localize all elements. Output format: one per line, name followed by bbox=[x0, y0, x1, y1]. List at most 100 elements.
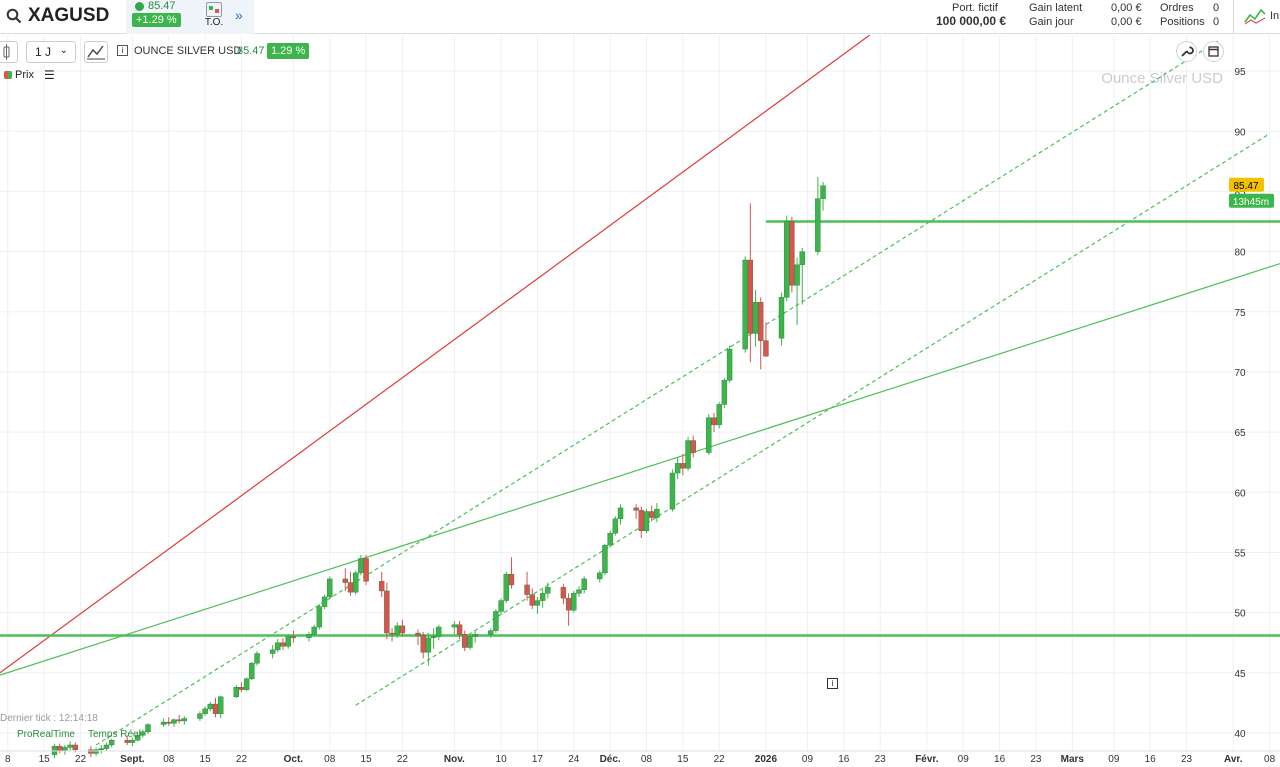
x-tick-label: 22 bbox=[236, 754, 248, 765]
header-change-badge: +1.29 % bbox=[132, 13, 181, 27]
candle-body bbox=[576, 589, 582, 594]
candle bbox=[638, 506, 644, 539]
candle bbox=[306, 631, 312, 642]
symbol-title[interactable]: XAGUSD bbox=[28, 5, 110, 26]
instrument-price: 85.47 bbox=[237, 45, 265, 57]
candle bbox=[399, 619, 406, 637]
candle-body bbox=[612, 518, 619, 534]
timeframe-select[interactable]: 1 J ⌄ bbox=[26, 41, 76, 63]
candle-body bbox=[207, 703, 214, 710]
candle bbox=[711, 412, 717, 433]
info-icon[interactable]: i bbox=[117, 45, 128, 56]
candle-body bbox=[415, 632, 421, 636]
candle bbox=[763, 322, 769, 357]
candle-body bbox=[384, 590, 390, 634]
candle-body bbox=[643, 511, 650, 531]
candle-body bbox=[581, 578, 587, 590]
candle-body bbox=[134, 735, 141, 741]
candle bbox=[254, 651, 260, 666]
candle bbox=[799, 247, 805, 305]
quote-box: 85.47 +1.29 % bbox=[126, 0, 254, 34]
expand-icon[interactable]: » bbox=[235, 7, 243, 23]
candle-body bbox=[493, 611, 499, 631]
y-tick-label: 70 bbox=[1234, 368, 1246, 379]
candle-body bbox=[467, 636, 473, 648]
candle-body bbox=[145, 724, 151, 732]
candle bbox=[576, 586, 582, 597]
candle bbox=[602, 544, 608, 576]
chart-type-button[interactable] bbox=[84, 41, 108, 63]
candle bbox=[275, 639, 281, 653]
candle bbox=[103, 742, 110, 751]
candle bbox=[166, 717, 172, 726]
candle bbox=[529, 588, 535, 610]
timer-tag-label: 13h45m bbox=[1233, 197, 1269, 208]
candle-body bbox=[378, 581, 385, 592]
candle-body bbox=[820, 185, 826, 199]
candle-body bbox=[545, 587, 551, 594]
candle-body bbox=[674, 463, 681, 474]
candle-body bbox=[430, 636, 437, 639]
price-legend-swatch bbox=[4, 71, 12, 79]
wrench-button[interactable] bbox=[1176, 41, 1197, 62]
indicator-icon[interactable] bbox=[1244, 6, 1266, 31]
calendar-button[interactable] bbox=[1203, 41, 1224, 62]
list-icon[interactable]: ☰ bbox=[44, 68, 55, 82]
candle-body bbox=[508, 573, 515, 586]
candle-body bbox=[316, 606, 323, 628]
candle bbox=[560, 583, 567, 605]
event-info-icon[interactable]: i bbox=[827, 678, 838, 689]
candle bbox=[597, 570, 603, 583]
price-tag bbox=[1229, 177, 1264, 192]
candle bbox=[789, 216, 795, 293]
candle bbox=[280, 637, 286, 650]
candle bbox=[269, 645, 276, 659]
x-tick-label: 22 bbox=[397, 754, 409, 765]
candle-body bbox=[747, 259, 754, 334]
candle-body bbox=[166, 721, 172, 724]
candle bbox=[820, 181, 826, 211]
candle-body bbox=[275, 642, 281, 651]
candle bbox=[290, 630, 297, 643]
candle-body bbox=[680, 463, 686, 469]
candle bbox=[643, 509, 650, 534]
orders-label: Ordres bbox=[1160, 2, 1194, 14]
candle-body bbox=[249, 662, 255, 679]
to-button[interactable]: T.O. bbox=[203, 2, 225, 28]
candle bbox=[342, 568, 349, 591]
price-chart[interactable]: Ounce Silver USD 40 45 50 55 60 65 70 75 80 85 90 9… bbox=[0, 35, 1280, 767]
candle bbox=[98, 744, 104, 754]
candle-body bbox=[794, 264, 800, 286]
x-tick-label: 15 bbox=[361, 754, 373, 765]
candle-body bbox=[711, 417, 717, 426]
x-tick-label: 09 bbox=[958, 754, 970, 765]
candle-body bbox=[88, 749, 94, 754]
candle bbox=[243, 677, 250, 691]
candle bbox=[67, 741, 73, 751]
candle-body bbox=[503, 573, 509, 601]
daily-value: 0,00 € bbox=[1111, 16, 1142, 28]
search-icon[interactable] bbox=[6, 8, 22, 29]
price-legend-label: Prix bbox=[15, 69, 34, 81]
candle bbox=[316, 604, 323, 630]
candle bbox=[358, 554, 364, 576]
candle bbox=[140, 729, 146, 738]
candle-body bbox=[212, 703, 219, 714]
candle bbox=[472, 630, 478, 643]
green-support-trendline bbox=[0, 263, 1280, 676]
candle-body bbox=[202, 708, 208, 714]
candle bbox=[378, 571, 385, 597]
y-tick-label: 75 bbox=[1234, 308, 1246, 319]
candle bbox=[352, 570, 359, 595]
timer-tag bbox=[1229, 193, 1274, 208]
candle bbox=[752, 290, 759, 347]
instrument-name: OUNCE SILVER USD bbox=[134, 45, 242, 57]
lower-dashed-channel bbox=[355, 133, 1270, 706]
chart-settings-button[interactable] bbox=[0, 41, 18, 63]
candle-body bbox=[62, 747, 68, 752]
candle-body bbox=[690, 440, 696, 453]
candle-body bbox=[716, 404, 722, 426]
candle-body bbox=[243, 678, 250, 690]
candle-body bbox=[67, 744, 73, 748]
candle bbox=[321, 594, 328, 610]
